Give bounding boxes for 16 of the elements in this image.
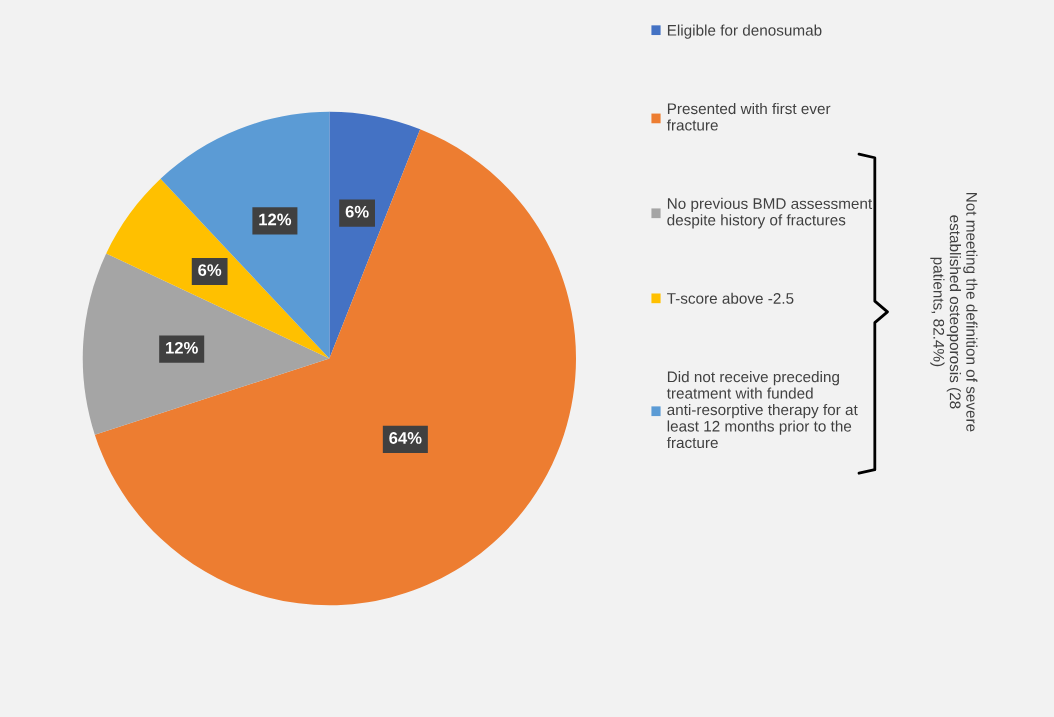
legend-label: T-score above -2.5	[667, 292, 794, 304]
text: Not meeting the definition of severe established osteoporosis (28 patients, 82.4%)	[930, 192, 978, 432]
pie-slice	[160, 111, 330, 359]
data-label: 12%	[166, 341, 198, 354]
legend-label: Did not receive preceding treatment with funded anti-resorptive therapy for at least 12 months prior to the fracture	[666, 371, 858, 449]
pie-slice	[94, 129, 576, 606]
data-label: 6%	[345, 205, 369, 218]
pie-slice	[106, 178, 330, 359]
legend-label: Eligible for denosumab	[667, 24, 822, 39]
pie-slice	[329, 111, 421, 359]
data-label: 64%	[389, 432, 422, 444]
legend-label: Presented with first ever fracture	[666, 102, 831, 131]
data-label: 12%	[259, 213, 292, 226]
data-label: 6%	[198, 264, 222, 276]
pie-slice	[82, 253, 330, 435]
legend-label: No previous BMD assessment despite history of fractures	[667, 197, 873, 229]
